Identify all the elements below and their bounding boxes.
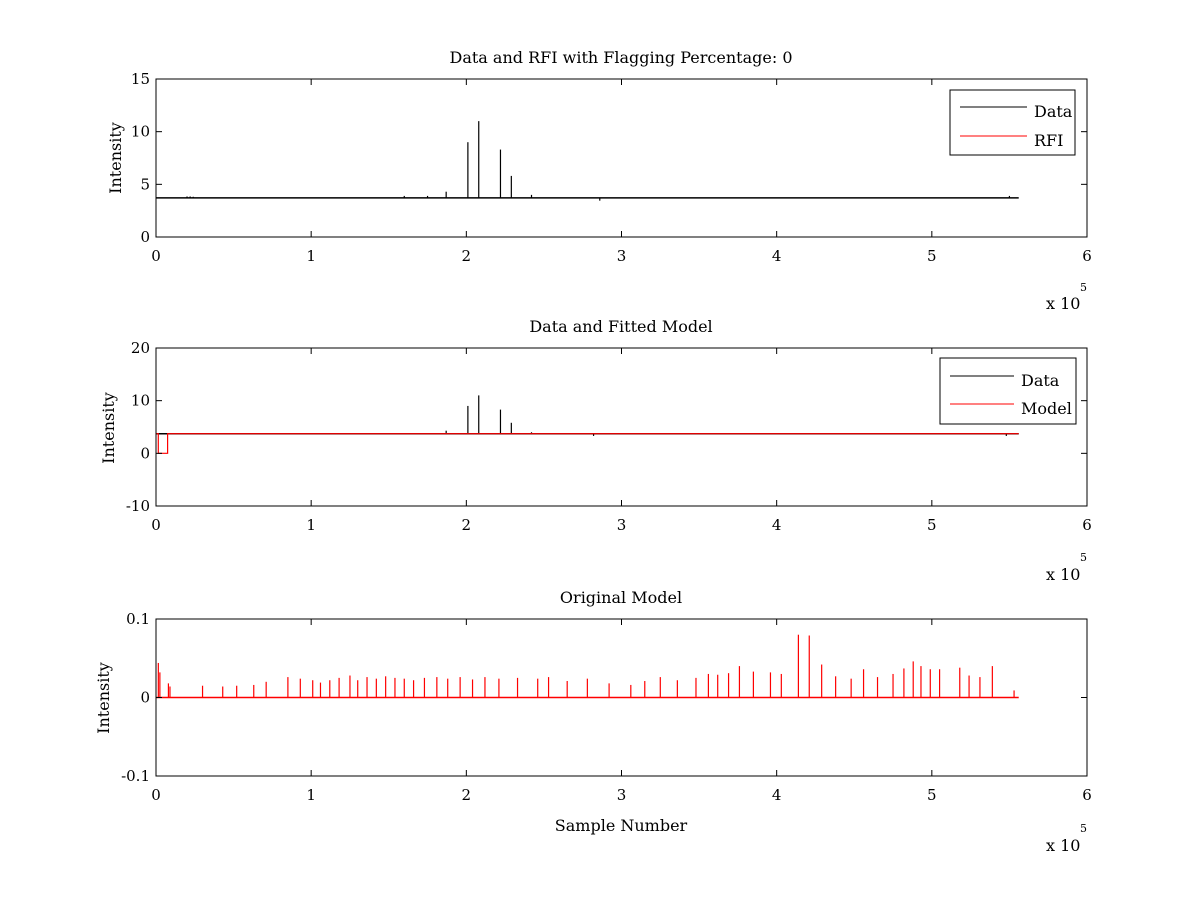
panel-1-xtick-label-2: 2 (462, 247, 472, 265)
panel-3-ytick-label-1: 0 (140, 689, 150, 707)
panel-1-plot (156, 121, 1019, 201)
panel-2-xtick-label-6: 6 (1082, 516, 1092, 534)
panel-3-xtick-label-3: 3 (617, 786, 627, 804)
panel-1-legend-rfi-label: RFI (1034, 131, 1063, 150)
panel-2-xtick-label-3: 3 (617, 516, 627, 534)
panel-3: Original Model Intensity 0 1 2 3 4 5 6-0.100.1… (94, 588, 1092, 855)
panel-2-model-line (156, 433, 1019, 454)
panel-1-ylabel: Intensity (106, 122, 125, 194)
panel-2-ytick-label-2: 10 (131, 392, 150, 410)
panel-2-legend-box (939, 357, 1077, 425)
panel-3-ytick-label-2: 0.1 (126, 610, 150, 628)
panel-3-plot (156, 634, 1019, 699)
panel-1-xtick-label-3: 3 (617, 247, 627, 265)
panel-3-x-multiplier-exponent: 5 (1080, 822, 1087, 835)
panel-2-legend-model-label: Model (1021, 399, 1072, 418)
panel-1-ytick-label-1: 5 (140, 175, 150, 193)
panel-3-ticks: 0 1 2 3 4 5 6-0.100.1 (121, 610, 1092, 804)
panel-2-xtick-label-1: 1 (306, 516, 316, 534)
panel-1-title: Data and RFI with Flagging Percentage: 0 (449, 48, 792, 67)
panel-3-xlabel: Sample Number (555, 816, 688, 835)
panel-2-ytick-label-0: -10 (126, 497, 150, 515)
panel-2-title: Data and Fitted Model (529, 317, 712, 336)
panel-1-legend-data-label: Data (1034, 102, 1073, 121)
panel-2-xtick-label-0: 0 (151, 516, 161, 534)
panel-3-xtick-label-2: 2 (462, 786, 472, 804)
panel-2-ytick-label-3: 20 (131, 339, 150, 357)
panel-1-ytick-label-3: 15 (131, 70, 150, 88)
panel-3-xtick-label-5: 5 (927, 786, 937, 804)
panel-2-plot (156, 395, 1019, 454)
panel-3-title: Original Model (560, 588, 682, 607)
panel-3-xtick-label-1: 1 (306, 786, 316, 804)
panel-1-ytick-label-0: 0 (140, 228, 150, 246)
panel-2-x-multiplier: x 10 (1046, 565, 1080, 584)
panel-2-xtick-label-5: 5 (927, 516, 937, 534)
panel-1-xtick-label-1: 1 (306, 247, 316, 265)
panel-1-legend[interactable]: Data RFI (949, 89, 1076, 156)
panel-2-xtick-label-4: 4 (772, 516, 782, 534)
panel-2-legend-data-label: Data (1021, 371, 1060, 390)
panel-1-xtick-label-4: 4 (772, 247, 782, 265)
panel-3-xtick-label-6: 6 (1082, 786, 1092, 804)
panel-3-ylabel: Intensity (94, 662, 113, 734)
panel-1-xtick-label-6: 6 (1082, 247, 1092, 265)
panel-2: Data and Fitted Model Intensity 0 1 2 3 4 5 6 -… (99, 317, 1092, 584)
panel-1: Data and RFI with Flagging Percentage: 0… (106, 48, 1092, 313)
panel-2-legend[interactable]: Data Model (939, 357, 1077, 425)
panel-2-ylabel: Intensity (99, 392, 118, 464)
panel-1-x-multiplier-exponent: 5 (1080, 281, 1087, 294)
panel-1-ticks: 0 1 2 3 4 5 6 0 5 10 15 (131, 70, 1092, 265)
panel-1-xtick-label-0: 0 (151, 247, 161, 265)
panel-3-xtick-label-4: 4 (772, 786, 782, 804)
panel-3-x-multiplier: x 10 (1046, 836, 1080, 855)
panel-1-legend-box (949, 89, 1076, 156)
panel-1-xtick-label-5: 5 (927, 247, 937, 265)
panel-3-ytick-label-0: -0.1 (121, 767, 150, 785)
panel-2-x-multiplier-exponent: 5 (1080, 551, 1087, 564)
panel-1-x-multiplier: x 10 (1046, 294, 1080, 313)
panel-2-ytick-label-1: 0 (140, 444, 150, 462)
panel-1-ytick-label-2: 10 (131, 123, 150, 141)
panel-2-xtick-label-2: 2 (462, 516, 472, 534)
panel-3-xtick-label-0: 0 (151, 786, 161, 804)
